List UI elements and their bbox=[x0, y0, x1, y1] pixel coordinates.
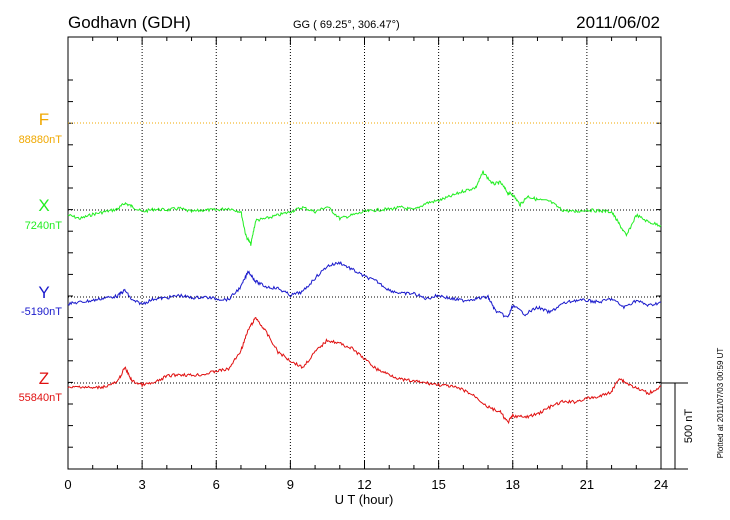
scale-bar bbox=[661, 382, 688, 470]
date-label: 2011/06/02 bbox=[576, 13, 660, 32]
series-z-name: Z bbox=[39, 369, 49, 388]
x-tick-label-0: 0 bbox=[64, 477, 71, 492]
x-tick-label-3: 3 bbox=[139, 477, 146, 492]
series-x-baseline: 7240nT bbox=[25, 220, 63, 232]
vertical-gridlines bbox=[141, 37, 588, 469]
x-tick-label-6: 6 bbox=[213, 477, 220, 492]
series-x-line bbox=[67, 170, 662, 246]
x-tick-label-18: 18 bbox=[506, 477, 520, 492]
series-z-line bbox=[67, 317, 662, 425]
axis-ticks bbox=[67, 37, 662, 469]
x-tick-label-15: 15 bbox=[431, 477, 445, 492]
x-tick-label-21: 21 bbox=[580, 477, 594, 492]
series-x-name: X bbox=[38, 196, 49, 215]
station-title: Godhavn (GDH) bbox=[68, 13, 191, 32]
series-y-name: Y bbox=[38, 283, 49, 302]
series-y-baseline: -5190nT bbox=[21, 306, 62, 318]
x-tick-label-24: 24 bbox=[654, 477, 668, 492]
plotted-at-note: Plotted at 2011/07/03 00:59 UT bbox=[716, 348, 725, 459]
x-tick-labels: 0 3 6 9 12 15 18 21 24 bbox=[64, 477, 668, 492]
series-y-line bbox=[67, 261, 662, 318]
x-tick-label-12: 12 bbox=[357, 477, 371, 492]
series-z-baseline: 55840nT bbox=[19, 392, 63, 404]
x-tick-label-9: 9 bbox=[287, 477, 294, 492]
series-f-baseline: 88880nT bbox=[19, 134, 63, 146]
coordinates-label: GG ( 69.25°, 306.47°) bbox=[293, 19, 400, 31]
x-axis-label: U T (hour) bbox=[335, 492, 394, 507]
scale-bar-label: 500 nT bbox=[683, 409, 695, 444]
series-f-name: F bbox=[39, 110, 49, 129]
